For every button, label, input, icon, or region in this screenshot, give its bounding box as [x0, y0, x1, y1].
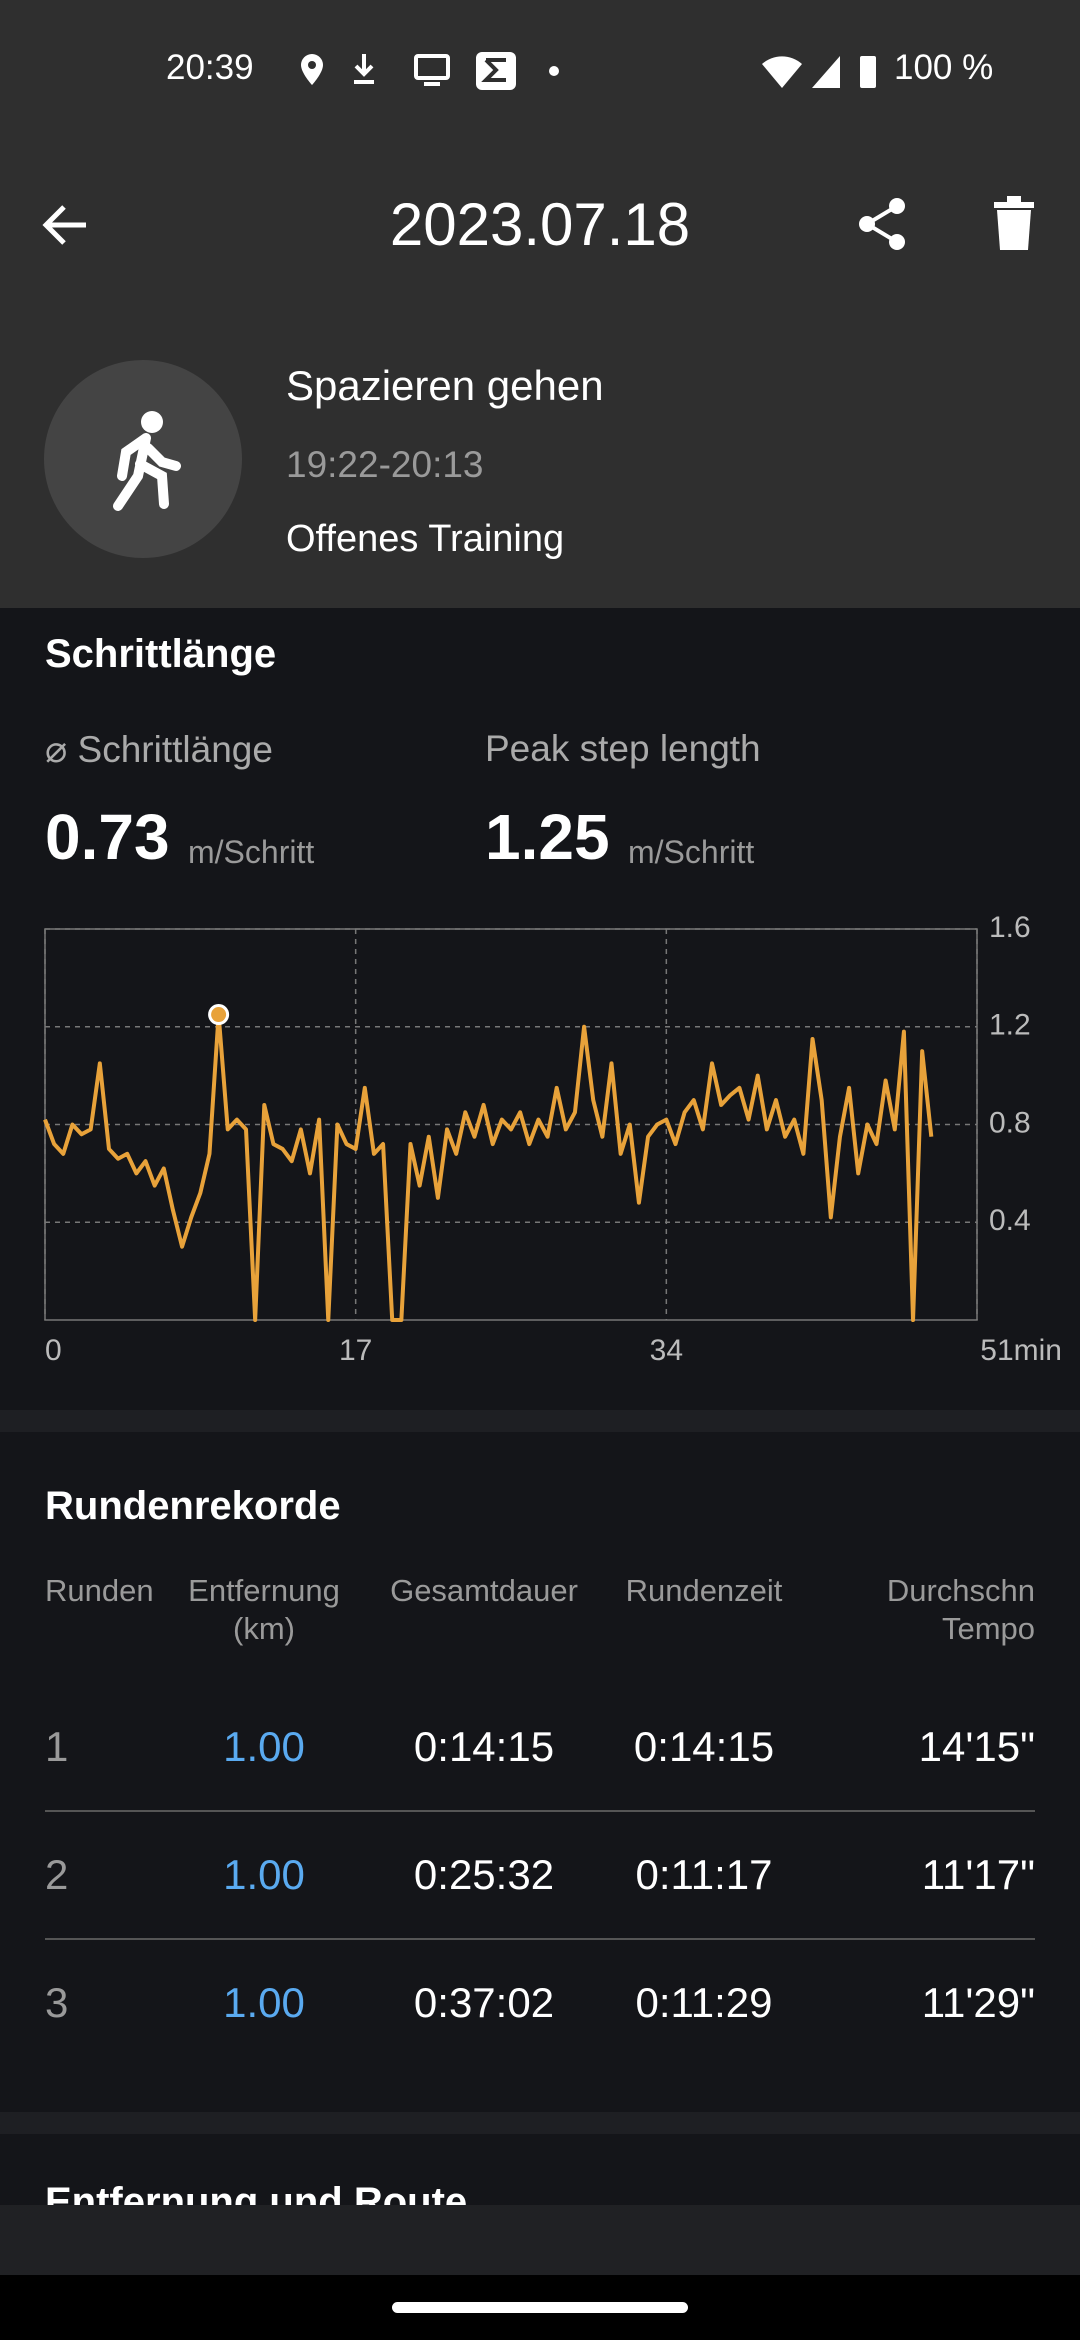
row-divider: [45, 1938, 1035, 1940]
peak-label: Peak step length: [485, 728, 761, 769]
activity-icon: [44, 360, 242, 558]
column-header: Gesamtdauer: [390, 1573, 578, 1608]
column-header: Rundenzeit: [625, 1573, 783, 1608]
table-cell: 3: [45, 1979, 69, 2026]
column-header: Entfernung (km): [188, 1573, 340, 1646]
x-tick-label: 17: [339, 1334, 372, 1367]
table-cell: 0:14:15: [633, 1723, 775, 1770]
table-cell: 11'17": [921, 1851, 1035, 1898]
table-cell: 0:11:17: [635, 1851, 773, 1898]
section-title: Schrittlänge: [45, 632, 277, 676]
activity-mode: Offenes Training: [286, 518, 565, 560]
table-cell: 0:14:15: [413, 1723, 555, 1770]
next-section-title: Entfernung und Route: [45, 2180, 468, 2205]
table-cell: 1.00: [223, 1851, 305, 1898]
table-cell: 14'15": [918, 1723, 1035, 1770]
table-cell: 1.00: [223, 1979, 305, 2026]
status-icons: [301, 52, 559, 90]
y-tick-label: 1.2: [989, 1009, 1031, 1042]
x-tick-label: 51min: [980, 1334, 1062, 1367]
y-tick-label: 1.6: [989, 911, 1031, 944]
header-title: 2023.07.18: [389, 191, 691, 258]
y-tick-label: 0.4: [989, 1204, 1031, 1237]
divider: [0, 1410, 1080, 1432]
activity-time: 19:22-20:13: [286, 444, 484, 485]
avg-label: ⌀ Schrittlänge: [45, 729, 273, 770]
home-indicator[interactable]: [392, 2302, 688, 2313]
delete-button[interactable]: [994, 196, 1034, 250]
table-cell: 0:37:02: [413, 1979, 555, 2026]
activity-name: Spazieren gehen: [286, 362, 604, 409]
battery-level: 100 %: [894, 48, 994, 87]
table-cell: 0:11:29: [635, 1979, 773, 2026]
data-line: [43, 1012, 934, 1322]
column-header: Runden: [45, 1573, 154, 1608]
chart: 0.4 0.8 1.2 1.6 0 17 34 51min: [43, 911, 1062, 1367]
status-signal: [762, 56, 876, 88]
y-tick-label: 0.8: [989, 1106, 1031, 1139]
share-button[interactable]: [855, 196, 911, 252]
column-header: Durchschn Tempo: [886, 1573, 1035, 1646]
avg-value: 0.73: [45, 801, 170, 873]
peak-unit: m/Schritt: [628, 834, 755, 870]
x-tick-label: 34: [650, 1334, 683, 1367]
laps-title: Rundenrekorde: [45, 1484, 341, 1528]
divider: [0, 2112, 1080, 2134]
peak-marker: [208, 1004, 230, 1026]
table-cell: 11'29": [921, 1979, 1035, 2026]
table-cell: 0:25:32: [413, 1851, 555, 1898]
bottom-bar: [0, 2205, 1080, 2275]
table-cell: 1.00: [223, 1723, 305, 1770]
table-cell: 1: [45, 1723, 69, 1770]
avg-unit: m/Schritt: [188, 834, 315, 870]
table-cell: 2: [45, 1851, 69, 1898]
x-tick-label: 0: [45, 1334, 62, 1367]
peak-value: 1.25: [485, 801, 610, 873]
row-divider: [45, 1810, 1035, 1812]
status-time: 20:39: [166, 48, 254, 87]
back-button[interactable]: [40, 200, 90, 250]
